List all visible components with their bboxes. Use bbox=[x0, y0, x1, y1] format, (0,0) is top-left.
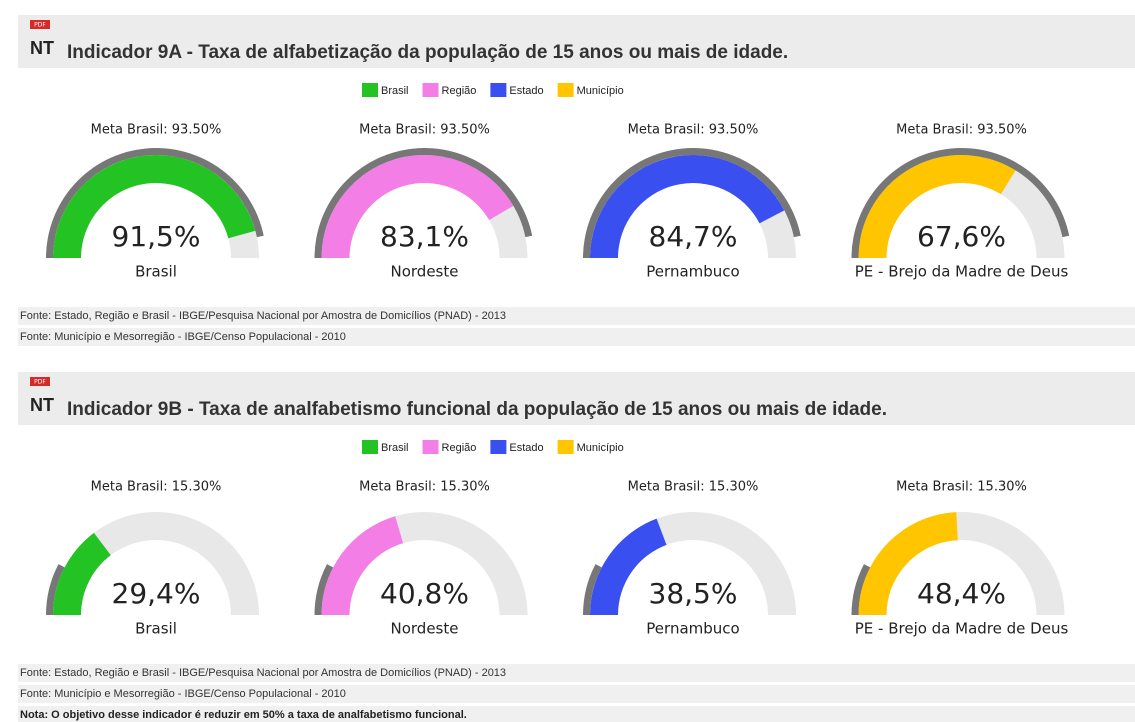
legend-label: Região bbox=[442, 442, 477, 454]
legend-swatch bbox=[490, 440, 507, 454]
legend-label: Região bbox=[442, 85, 477, 97]
gauge-name: Nordeste bbox=[391, 263, 459, 281]
gauge-name: Pernambuco bbox=[646, 263, 739, 281]
section-title: Indicador 9B - Taxa de analfabetismo fun… bbox=[67, 399, 887, 420]
gauge-name: PE - Brejo da Madre de Deus bbox=[855, 263, 1069, 281]
legend-label: Estado bbox=[509, 85, 543, 97]
gauge-value bbox=[53, 532, 111, 615]
gauge-value-label: 83,1% bbox=[380, 220, 469, 253]
gauge-name: Brasil bbox=[135, 620, 177, 638]
gauge-value bbox=[321, 155, 514, 258]
gauge-target bbox=[314, 564, 334, 615]
source-text: Fonte: Município e Mesorregião - IBGE/Ce… bbox=[20, 688, 346, 700]
pdf-badge-text: PDF bbox=[34, 22, 46, 29]
gauge-value bbox=[590, 155, 785, 258]
section-title: Indicador 9A - Taxa de alfabetização da … bbox=[67, 42, 788, 63]
gauge-target bbox=[851, 564, 871, 615]
source-band bbox=[18, 685, 1135, 703]
gauge-target bbox=[583, 564, 602, 615]
source-text: Fonte: Estado, Região e Brasil - IBGE/Pe… bbox=[20, 667, 506, 679]
target-label: Meta Brasil: 93.50% bbox=[91, 123, 222, 138]
target-label: Meta Brasil: 15.30% bbox=[628, 480, 759, 495]
gauge-background bbox=[53, 512, 259, 615]
gauge-name: PE - Brejo da Madre de Deus bbox=[855, 620, 1069, 638]
source-band bbox=[18, 328, 1135, 346]
gauge-value-label: 67,6% bbox=[917, 220, 1006, 253]
legend-swatch bbox=[490, 83, 507, 97]
gauge-value-label: 91,5% bbox=[112, 220, 201, 253]
source-band bbox=[18, 307, 1135, 325]
gauge-value-label: 84,7% bbox=[649, 220, 738, 253]
legend-label: Brasil bbox=[381, 442, 409, 454]
icon-label: NT bbox=[30, 38, 54, 58]
legend-label: Estado bbox=[509, 442, 543, 454]
header-band bbox=[18, 15, 1135, 68]
pdf-badge bbox=[30, 377, 50, 386]
gauge-name: Nordeste bbox=[391, 620, 459, 638]
source-text: Fonte: Estado, Região e Brasil - IBGE/Pe… bbox=[20, 310, 506, 322]
icon-label: NT bbox=[30, 395, 54, 415]
source-band bbox=[18, 664, 1135, 682]
pdf-badge bbox=[30, 20, 50, 29]
legend-label: Município bbox=[577, 85, 624, 97]
gauge-value bbox=[590, 518, 667, 615]
header-band bbox=[18, 372, 1135, 425]
legend-swatch bbox=[362, 83, 378, 97]
target-label: Meta Brasil: 93.50% bbox=[896, 123, 1027, 138]
gauge-value bbox=[858, 155, 1016, 258]
note-band bbox=[18, 706, 1135, 722]
gauge-name: Brasil bbox=[135, 263, 177, 281]
gauge-target bbox=[46, 564, 65, 615]
legend-swatch bbox=[422, 83, 439, 97]
target-label: Meta Brasil: 93.50% bbox=[359, 123, 490, 138]
gauge-value bbox=[321, 516, 404, 615]
note-text: Nota: O objetivo desse indicador é reduz… bbox=[20, 709, 467, 721]
legend-swatch bbox=[557, 83, 574, 97]
source-text: Fonte: Município e Mesorregião - IBGE/Ce… bbox=[20, 331, 346, 343]
legend-label: Brasil bbox=[381, 85, 409, 97]
legend-label: Município bbox=[577, 442, 624, 454]
gauge-name: Pernambuco bbox=[646, 620, 739, 638]
gauge-value-label: 40,8% bbox=[380, 577, 469, 610]
legend-swatch bbox=[362, 440, 378, 454]
legend-swatch bbox=[422, 440, 439, 454]
target-label: Meta Brasil: 15.30% bbox=[359, 480, 490, 495]
gauge-value-label: 48,4% bbox=[917, 577, 1006, 610]
gauge-value bbox=[53, 155, 256, 258]
target-label: Meta Brasil: 15.30% bbox=[91, 480, 222, 495]
target-label: Meta Brasil: 15.30% bbox=[896, 480, 1027, 495]
gauge-value bbox=[858, 512, 958, 615]
gauge-value-label: 38,5% bbox=[649, 577, 738, 610]
legend-swatch bbox=[557, 440, 574, 454]
gauge-value-label: 29,4% bbox=[112, 577, 201, 610]
pdf-badge-text: PDF bbox=[34, 379, 46, 386]
target-label: Meta Brasil: 93.50% bbox=[628, 123, 759, 138]
